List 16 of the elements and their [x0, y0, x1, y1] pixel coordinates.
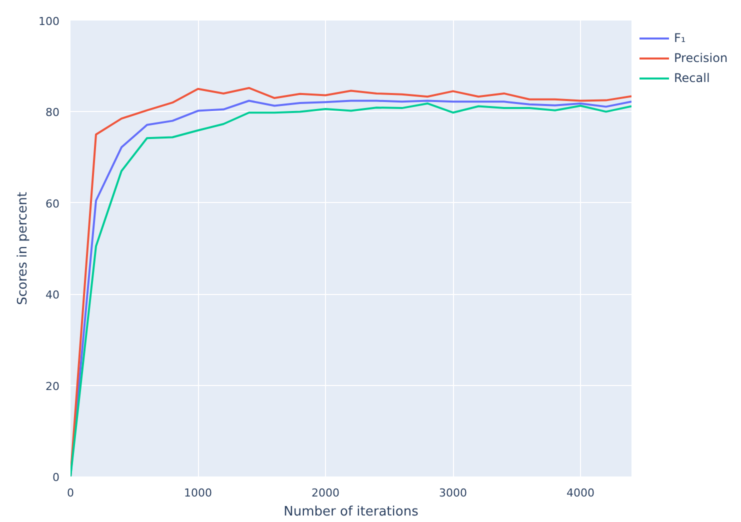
x-tick-label: 2000 — [312, 486, 340, 500]
y-tick-label: 20 — [46, 380, 60, 393]
x-axis-title: Number of iterations — [284, 504, 419, 520]
legend-label: F₁ — [674, 31, 687, 45]
x-tick-label: 1000 — [184, 486, 212, 500]
legend-label: Recall — [674, 71, 710, 85]
y-tick-label: 0 — [52, 471, 60, 484]
x-tick-label: 0 — [67, 486, 74, 500]
y-axis-title: Scores in percent — [16, 192, 31, 306]
x-tick-label: 4000 — [566, 486, 595, 500]
y-tick-label: 80 — [46, 106, 60, 120]
legend-label: Precision — [674, 51, 728, 65]
y-tick-label: 40 — [46, 288, 60, 302]
y-tick-label: 60 — [46, 197, 60, 210]
y-tick-label: 100 — [38, 15, 60, 28]
x-tick-label: 3000 — [439, 486, 468, 500]
